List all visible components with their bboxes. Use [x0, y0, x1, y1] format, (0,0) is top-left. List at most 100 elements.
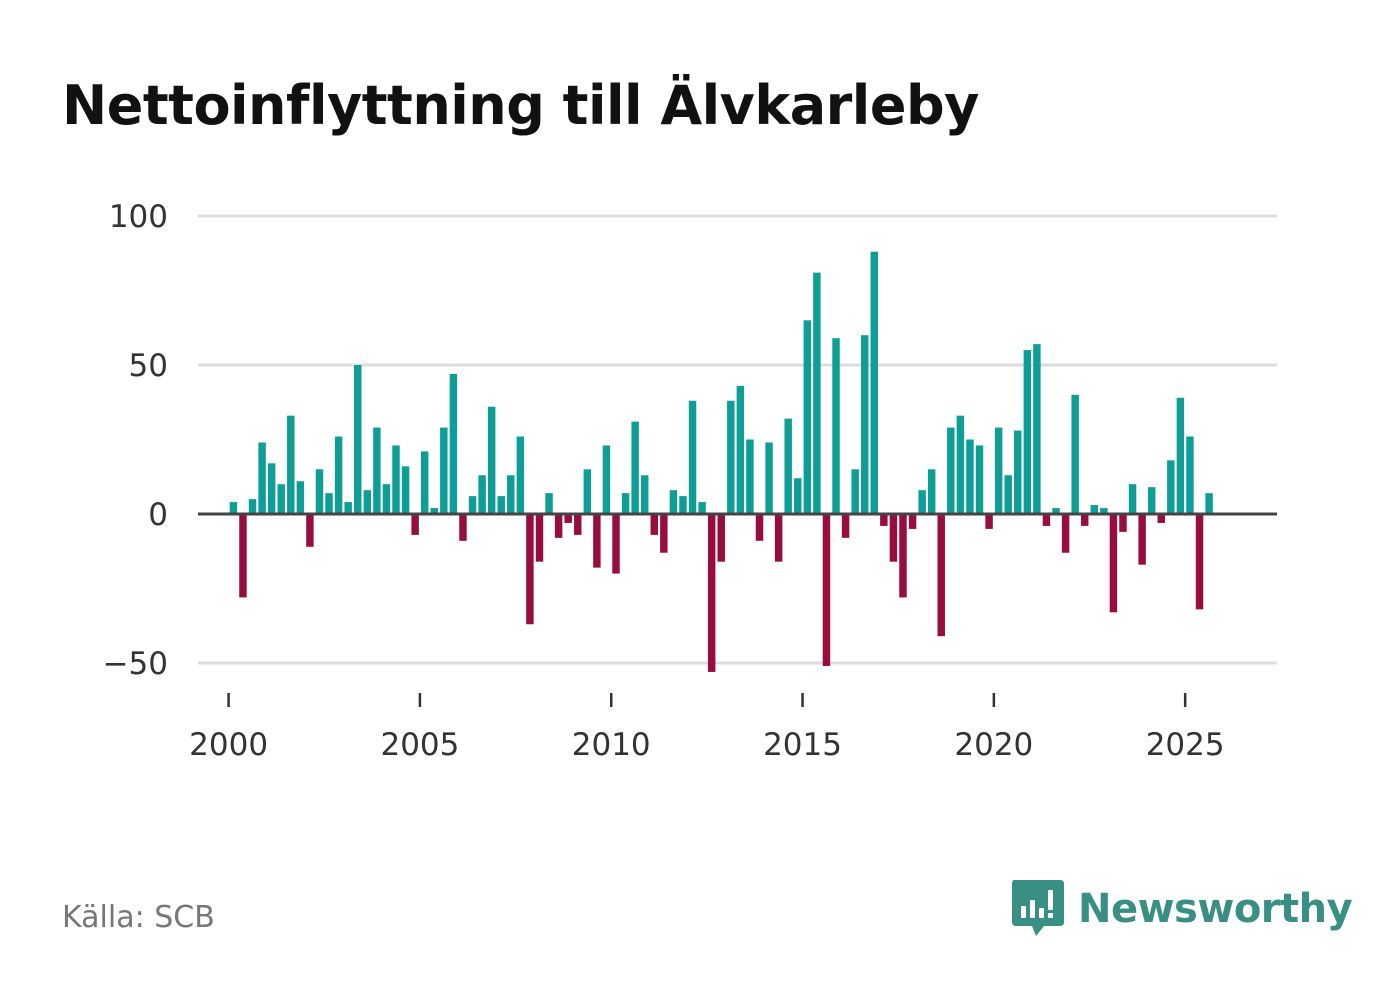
bar [373, 427, 381, 514]
bar [1109, 514, 1118, 613]
bar [478, 475, 486, 514]
bar [287, 415, 295, 514]
bar [774, 514, 783, 562]
bar [679, 496, 687, 514]
bar [1081, 514, 1089, 526]
bar [1157, 514, 1165, 523]
x-tick-label: 2010 [572, 727, 651, 763]
bar [985, 514, 993, 529]
bar [832, 338, 840, 514]
bar [851, 469, 859, 514]
bar [1042, 514, 1051, 526]
bar [440, 427, 448, 514]
bar [344, 502, 352, 514]
bar [813, 272, 821, 514]
bar [727, 400, 735, 514]
bar [516, 436, 525, 514]
bar [822, 514, 831, 666]
bar [889, 514, 898, 562]
y-tick-label: 0 [148, 497, 168, 533]
bar [899, 514, 907, 598]
bar [239, 514, 247, 598]
bar [354, 365, 362, 514]
x-tick-label: 2005 [380, 727, 459, 763]
bar [631, 421, 639, 514]
bar [248, 499, 257, 514]
bar [966, 439, 974, 514]
bar [736, 385, 745, 514]
bar [1195, 514, 1204, 610]
y-tick-label: 50 [129, 348, 168, 384]
bar [918, 490, 926, 514]
bar [1023, 350, 1032, 514]
newsworthy-logo-icon [1012, 880, 1064, 936]
bar [1100, 508, 1108, 514]
bar [574, 514, 582, 535]
bar [1033, 344, 1041, 514]
bar [956, 415, 965, 514]
bar [401, 466, 410, 514]
bar [880, 514, 888, 526]
bar [277, 484, 285, 514]
x-tick-label: 2000 [189, 727, 268, 763]
bar [296, 481, 305, 514]
bar [1186, 436, 1194, 514]
bar [755, 514, 764, 541]
x-tick-label: 2025 [1146, 727, 1225, 763]
chart-title: Nettoinflyttning till Älvkarleby [62, 74, 979, 137]
bar [1167, 460, 1175, 514]
bar [583, 469, 592, 514]
bar [497, 496, 505, 514]
bar [267, 463, 276, 514]
bar [698, 502, 706, 514]
x-axis-labels: 2000 2005 2010 2015 2020 2025 [189, 693, 1225, 763]
bar [784, 418, 792, 514]
bar [459, 514, 467, 541]
bar [1119, 514, 1127, 532]
bar [937, 514, 945, 637]
bar [526, 514, 534, 625]
bar [602, 445, 611, 514]
x-tick-label: 2015 [763, 727, 842, 763]
bar [621, 493, 630, 514]
bar [1138, 514, 1146, 565]
bar [325, 493, 333, 514]
bar [765, 442, 773, 514]
bar [1176, 397, 1185, 514]
bar [449, 373, 458, 514]
brand-name: Newsworthy [1078, 886, 1353, 932]
bar [660, 514, 668, 553]
bar [688, 400, 697, 514]
bar [258, 442, 266, 514]
bar [487, 406, 496, 514]
bar [1128, 484, 1137, 514]
bar [640, 475, 649, 514]
bar [717, 514, 725, 562]
bar [468, 496, 477, 514]
bar [1147, 487, 1156, 514]
bar [975, 445, 984, 514]
bar [841, 514, 850, 538]
bar [507, 475, 515, 514]
bar [612, 514, 620, 574]
bar [382, 484, 391, 514]
bar [306, 514, 314, 547]
bar [363, 490, 372, 514]
bar [545, 493, 553, 514]
bar [707, 514, 716, 672]
bar [794, 478, 802, 514]
bar [315, 469, 324, 514]
bar [420, 451, 429, 514]
bar-series [229, 251, 1213, 672]
bar [229, 502, 238, 514]
bar [1052, 508, 1060, 514]
bar [1071, 394, 1079, 514]
x-tick-label: 2020 [954, 727, 1033, 763]
bar [650, 514, 659, 535]
bar [535, 514, 544, 562]
bar [994, 427, 1003, 514]
bar [1061, 514, 1070, 553]
newsworthy-brand[interactable]: Newsworthy [1010, 878, 1353, 940]
bar [1205, 493, 1213, 514]
